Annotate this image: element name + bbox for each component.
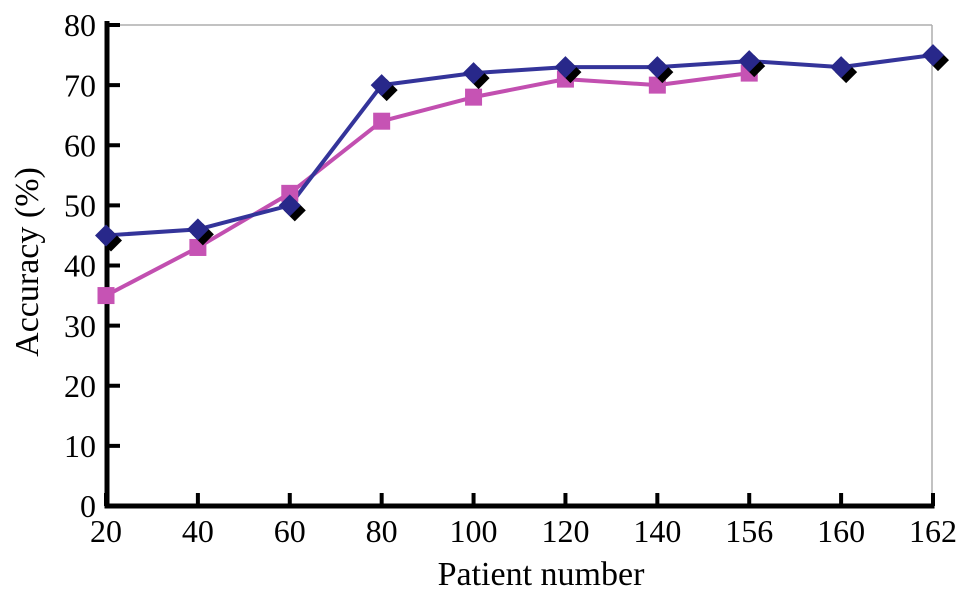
marker-diamond: [830, 56, 853, 79]
series-line-square: [105, 71, 750, 298]
y-tick-label: 70: [64, 67, 96, 103]
marker-square: [97, 287, 115, 305]
y-tick-label: 10: [64, 428, 96, 464]
marker-square: [465, 88, 483, 106]
y-axis-title: Accuracy (%): [9, 167, 46, 357]
y-tick-label: 80: [64, 7, 96, 43]
x-tick-label: 160: [817, 513, 865, 549]
y-tick-label: 30: [64, 308, 96, 344]
marker-square: [373, 112, 391, 130]
y-tick-label: 0: [80, 488, 96, 524]
x-tick-label: 120: [541, 513, 589, 549]
marker-diamond: [370, 74, 393, 97]
x-tick-label: 20: [90, 513, 122, 549]
marker-square: [281, 184, 299, 202]
x-tick-label: 156: [725, 513, 773, 549]
marker-diamond: [646, 56, 669, 79]
x-tick-label: 162: [909, 513, 957, 549]
x-tick-label: 140: [633, 513, 681, 549]
y-tick-label: 20: [64, 368, 96, 404]
y-tick-label: 50: [64, 188, 96, 224]
series-line-diamond: [105, 53, 934, 238]
x-tick-label: 100: [450, 513, 498, 549]
marker-diamond: [738, 50, 761, 73]
x-tick-label: 60: [274, 513, 306, 549]
marker-diamond: [462, 62, 485, 85]
y-tick-label: 60: [64, 127, 96, 163]
y-tick-label: 40: [64, 248, 96, 284]
marker-diamond: [922, 44, 944, 67]
x-tick-label: 80: [366, 513, 398, 549]
marker-diamond: [186, 218, 209, 241]
marker-diamond: [278, 194, 301, 217]
x-tick-label: 40: [182, 513, 214, 549]
marker-diamond: [554, 56, 577, 79]
marker-diamond: [95, 224, 117, 247]
x-axis-title: Patient number: [437, 556, 645, 593]
